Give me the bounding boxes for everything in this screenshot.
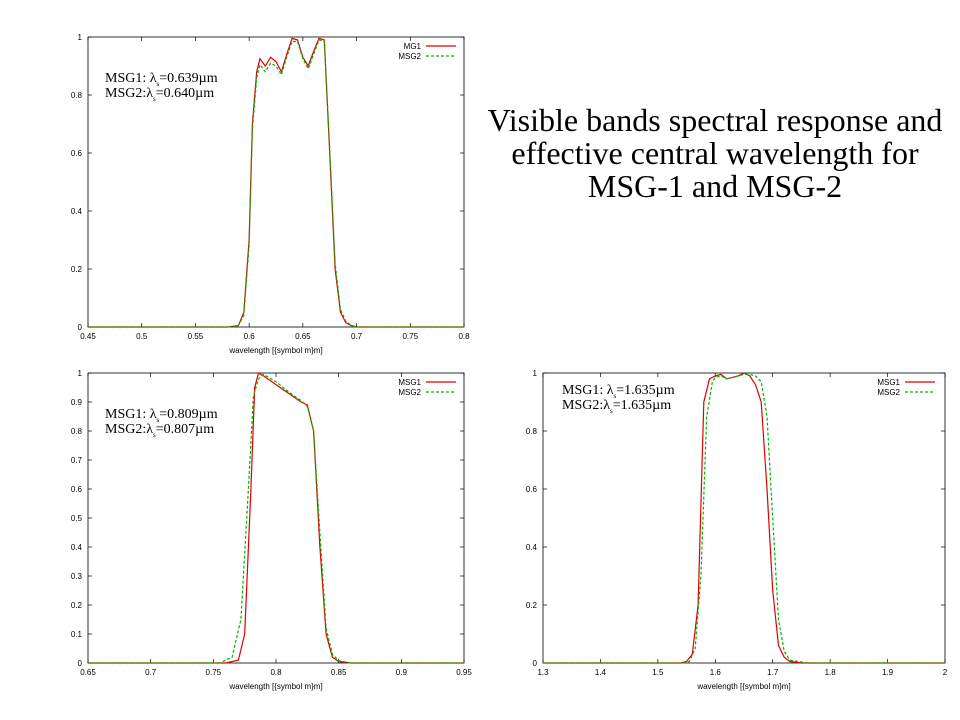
wavelength-annotation: MSG2:λs=1.635µm bbox=[562, 398, 671, 415]
x-tick-label: 1.7 bbox=[767, 668, 779, 677]
x-tick-label: 0.6 bbox=[244, 332, 256, 341]
x-tick-label: 0.7 bbox=[351, 332, 363, 341]
x-axis-title: wavelength [{symbol m}m] bbox=[696, 682, 790, 691]
x-tick-label: 0.85 bbox=[331, 668, 347, 677]
y-tick-label: 0.8 bbox=[71, 427, 83, 436]
annotation-value: =1.635µm bbox=[613, 398, 671, 413]
series-line-2 bbox=[88, 39, 464, 328]
y-tick-label: 0 bbox=[533, 659, 538, 668]
plot-frame bbox=[87, 36, 465, 328]
annotation-subscript: s bbox=[610, 407, 613, 415]
series-line-1 bbox=[543, 372, 945, 664]
annotation-value: =1.635µm bbox=[616, 383, 674, 398]
annotation-subscript: s bbox=[153, 431, 156, 439]
y-tick-label: 1 bbox=[533, 369, 538, 378]
x-axis-title: wavelength [{symbol m}m] bbox=[228, 682, 322, 691]
x-tick-label: 1.6 bbox=[710, 668, 722, 677]
x-tick-label: 1.3 bbox=[537, 668, 549, 677]
legend-label: MSG1 bbox=[877, 378, 900, 387]
x-axis-title: wavelength [{symbol m}m] bbox=[228, 346, 322, 355]
y-tick-label: 0.7 bbox=[71, 456, 83, 465]
spectral-chart-3: 1.3 1.4 1.5 1.6 1.7 1.8 1.9 2 0 0.2 0.4 0.6 0.8 1 wave… bbox=[526, 369, 948, 691]
x-tick-label: 2 bbox=[943, 668, 948, 677]
y-tick-label: 0 bbox=[78, 659, 83, 668]
x-tick-label: 0.55 bbox=[188, 332, 204, 341]
legend-label: MSG1 bbox=[398, 378, 421, 387]
annotation-prefix: MSG2:λ bbox=[562, 398, 610, 413]
x-tick-label: 1.8 bbox=[825, 668, 837, 677]
x-tick-label: 0.65 bbox=[80, 668, 96, 677]
y-tick-label: 0.2 bbox=[71, 265, 83, 274]
annotation-prefix: MSG1: λ bbox=[562, 383, 614, 398]
annotation-subscript: s bbox=[157, 80, 160, 88]
y-tick-label: 0.6 bbox=[71, 485, 83, 494]
x-tick-label: 0.75 bbox=[402, 332, 418, 341]
series-line-2 bbox=[88, 373, 464, 664]
wavelength-annotation: MSG2:λs=0.640µm bbox=[105, 86, 214, 103]
annotation-prefix: MSG2:λ bbox=[105, 86, 153, 101]
annotation-subscript: s bbox=[153, 95, 156, 103]
x-tick-label: 0.5 bbox=[136, 332, 148, 341]
y-tick-label: 0.4 bbox=[526, 543, 538, 552]
x-tick-label: 1.9 bbox=[882, 668, 894, 677]
y-tick-label: 0.8 bbox=[526, 427, 538, 436]
annotation-value: =0.639µm bbox=[159, 71, 217, 86]
slide-title: Visible bands spectral response and effe… bbox=[487, 102, 943, 204]
x-tick-label: 0.8 bbox=[458, 332, 470, 341]
y-tick-label: 0.8 bbox=[71, 91, 83, 100]
y-tick-label: 1 bbox=[78, 369, 83, 378]
legend-label: MG1 bbox=[404, 42, 422, 51]
y-tick-label: 0.3 bbox=[71, 572, 83, 581]
y-tick-label: 0.6 bbox=[71, 149, 83, 158]
legend-label: MSG2 bbox=[877, 388, 900, 397]
x-tick-label: 0.45 bbox=[80, 332, 96, 341]
x-tick-label: 0.95 bbox=[456, 668, 472, 677]
x-tick-label: 1.4 bbox=[595, 668, 607, 677]
legend-label: MSG2 bbox=[398, 52, 421, 61]
wavelength-annotation: MSG1: λs=0.809µm bbox=[105, 407, 218, 424]
x-tick-label: 0.7 bbox=[145, 668, 157, 677]
annotation-prefix: MSG2:λ bbox=[105, 422, 153, 437]
series-line-2 bbox=[543, 373, 945, 664]
spectral-chart-1: 0.45 0.5 0.55 0.6 0.65 0.7 0.75 0.8 0 0.2 0.4 0.6 0.… bbox=[71, 33, 470, 355]
annotation-value: =0.809µm bbox=[159, 407, 217, 422]
y-tick-label: 0.4 bbox=[71, 543, 83, 552]
x-tick-label: 0.65 bbox=[295, 332, 311, 341]
plot-frame bbox=[542, 372, 946, 664]
legend-label: MSG2 bbox=[398, 388, 421, 397]
y-tick-label: 0 bbox=[78, 323, 83, 332]
y-tick-label: 0.9 bbox=[71, 398, 83, 407]
spectral-chart-2: 0.65 0.7 0.75 0.8 0.85 0.9 0.95 0 0.1 0.2 0.3 0.4 0.… bbox=[71, 369, 472, 691]
annotation-subscript: s bbox=[157, 416, 160, 424]
annotation-prefix: MSG1: λ bbox=[105, 71, 157, 86]
y-tick-label: 1 bbox=[78, 33, 83, 42]
x-tick-label: 1.5 bbox=[652, 668, 664, 677]
annotation-subscript: s bbox=[614, 392, 617, 400]
y-tick-label: 0.4 bbox=[71, 207, 83, 216]
wavelength-annotation: MSG1: λs=0.639µm bbox=[105, 71, 218, 88]
y-tick-label: 0.2 bbox=[526, 601, 538, 610]
x-tick-label: 0.9 bbox=[396, 668, 408, 677]
annotation-prefix: MSG1: λ bbox=[105, 407, 157, 422]
y-tick-label: 0.2 bbox=[71, 601, 83, 610]
y-tick-label: 0.5 bbox=[71, 514, 83, 523]
wavelength-annotation: MSG1: λs=1.635µm bbox=[562, 383, 675, 400]
annotation-value: =0.640µm bbox=[156, 86, 214, 101]
annotation-value: =0.807µm bbox=[156, 422, 214, 437]
y-tick-label: 0.1 bbox=[71, 630, 83, 639]
series-line-1 bbox=[88, 372, 464, 664]
y-tick-label: 0.6 bbox=[526, 485, 538, 494]
x-tick-label: 0.75 bbox=[206, 668, 222, 677]
x-tick-label: 0.8 bbox=[270, 668, 282, 677]
wavelength-annotation: MSG2:λs=0.807µm bbox=[105, 422, 214, 439]
